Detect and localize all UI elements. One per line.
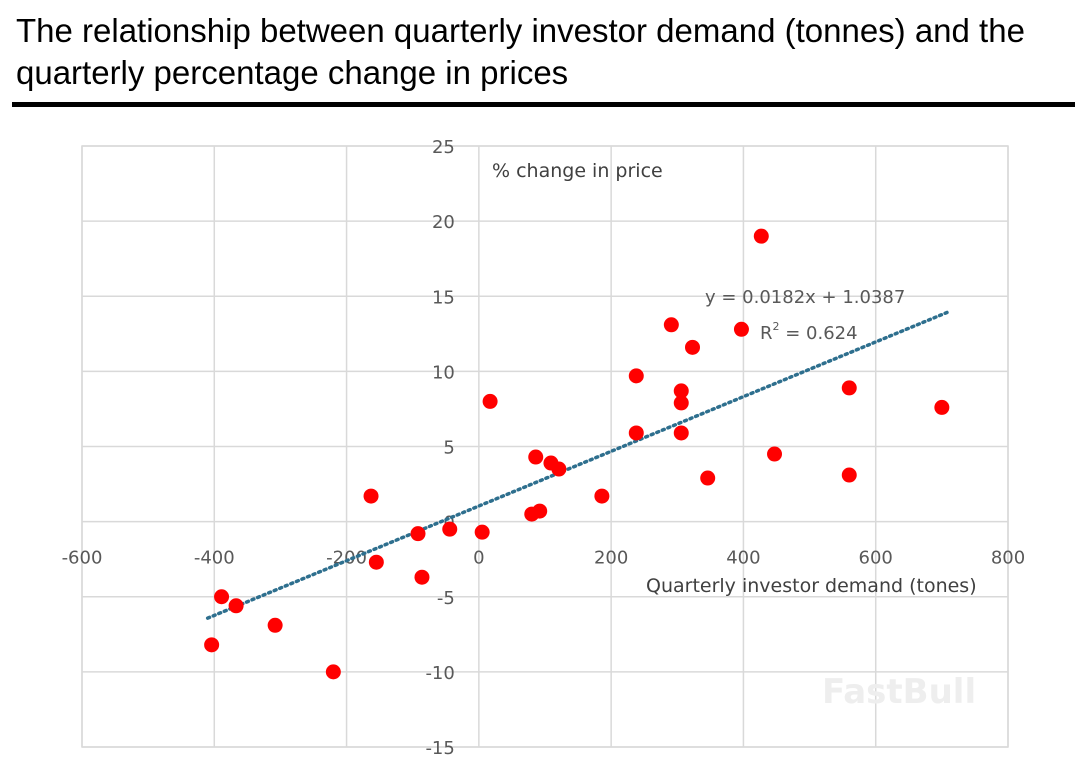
data-point (841, 467, 857, 483)
data-point (700, 470, 716, 486)
gridlines (81, 145, 1009, 748)
y-tick-label: -5 (437, 588, 455, 609)
data-point (214, 589, 230, 605)
data-point (673, 425, 689, 441)
x-tick-label: 0 (473, 548, 484, 569)
data-point (325, 664, 341, 680)
r-squared-label: R2 = 0.624 (760, 320, 858, 344)
data-point (673, 395, 689, 411)
y-axis-label: % change in price (492, 160, 663, 182)
data-point (363, 488, 379, 504)
r2-value: = 0.624 (780, 323, 858, 344)
data-point (528, 449, 544, 465)
data-point (532, 503, 548, 519)
data-point (410, 526, 426, 542)
x-axis-label: Quarterly investor demand (tones) (646, 575, 977, 597)
trendline-equation: y = 0.0182x + 1.0387 (705, 287, 905, 308)
chart-title: The relationship between quarterly inves… (16, 12, 1025, 91)
data-point (414, 569, 430, 585)
tick-labels: -600-400-2000200400600800-15-10-50510152… (62, 137, 1026, 759)
y-tick-label: 5 (443, 438, 454, 459)
data-point (474, 524, 490, 540)
superscript-2: 2 (773, 320, 780, 333)
x-tick-label: 400 (726, 548, 760, 569)
data-point (482, 393, 498, 409)
watermark-logo: FastBull (822, 672, 976, 712)
data-point (628, 425, 644, 441)
data-point (663, 317, 679, 333)
y-tick-label: -10 (425, 663, 454, 684)
x-tick-label: -400 (194, 548, 235, 569)
y-tick-label: 15 (432, 287, 455, 308)
data-point (228, 598, 244, 614)
data-point (594, 488, 610, 504)
data-point (267, 617, 283, 633)
data-point (368, 554, 384, 570)
data-point (934, 399, 950, 415)
y-tick-label: -15 (425, 738, 454, 759)
data-points (204, 228, 950, 680)
y-tick-label: 10 (432, 362, 455, 383)
data-point (733, 321, 749, 337)
data-point (673, 383, 689, 399)
x-tick-label: -600 (62, 548, 103, 569)
x-tick-label: 800 (991, 548, 1025, 569)
data-point (204, 637, 220, 653)
data-point (767, 446, 783, 462)
trendline (205, 310, 951, 620)
data-point (628, 368, 644, 384)
r-label: R (760, 323, 773, 344)
y-tick-label: 20 (432, 212, 455, 233)
y-tick-label: 25 (432, 137, 455, 158)
title-divider (12, 102, 1075, 107)
data-point (442, 521, 458, 537)
data-point (841, 380, 857, 396)
data-point (753, 228, 769, 244)
x-tick-label: 600 (859, 548, 893, 569)
data-point (684, 339, 700, 355)
data-point (551, 461, 567, 477)
x-tick-label: 200 (594, 548, 628, 569)
